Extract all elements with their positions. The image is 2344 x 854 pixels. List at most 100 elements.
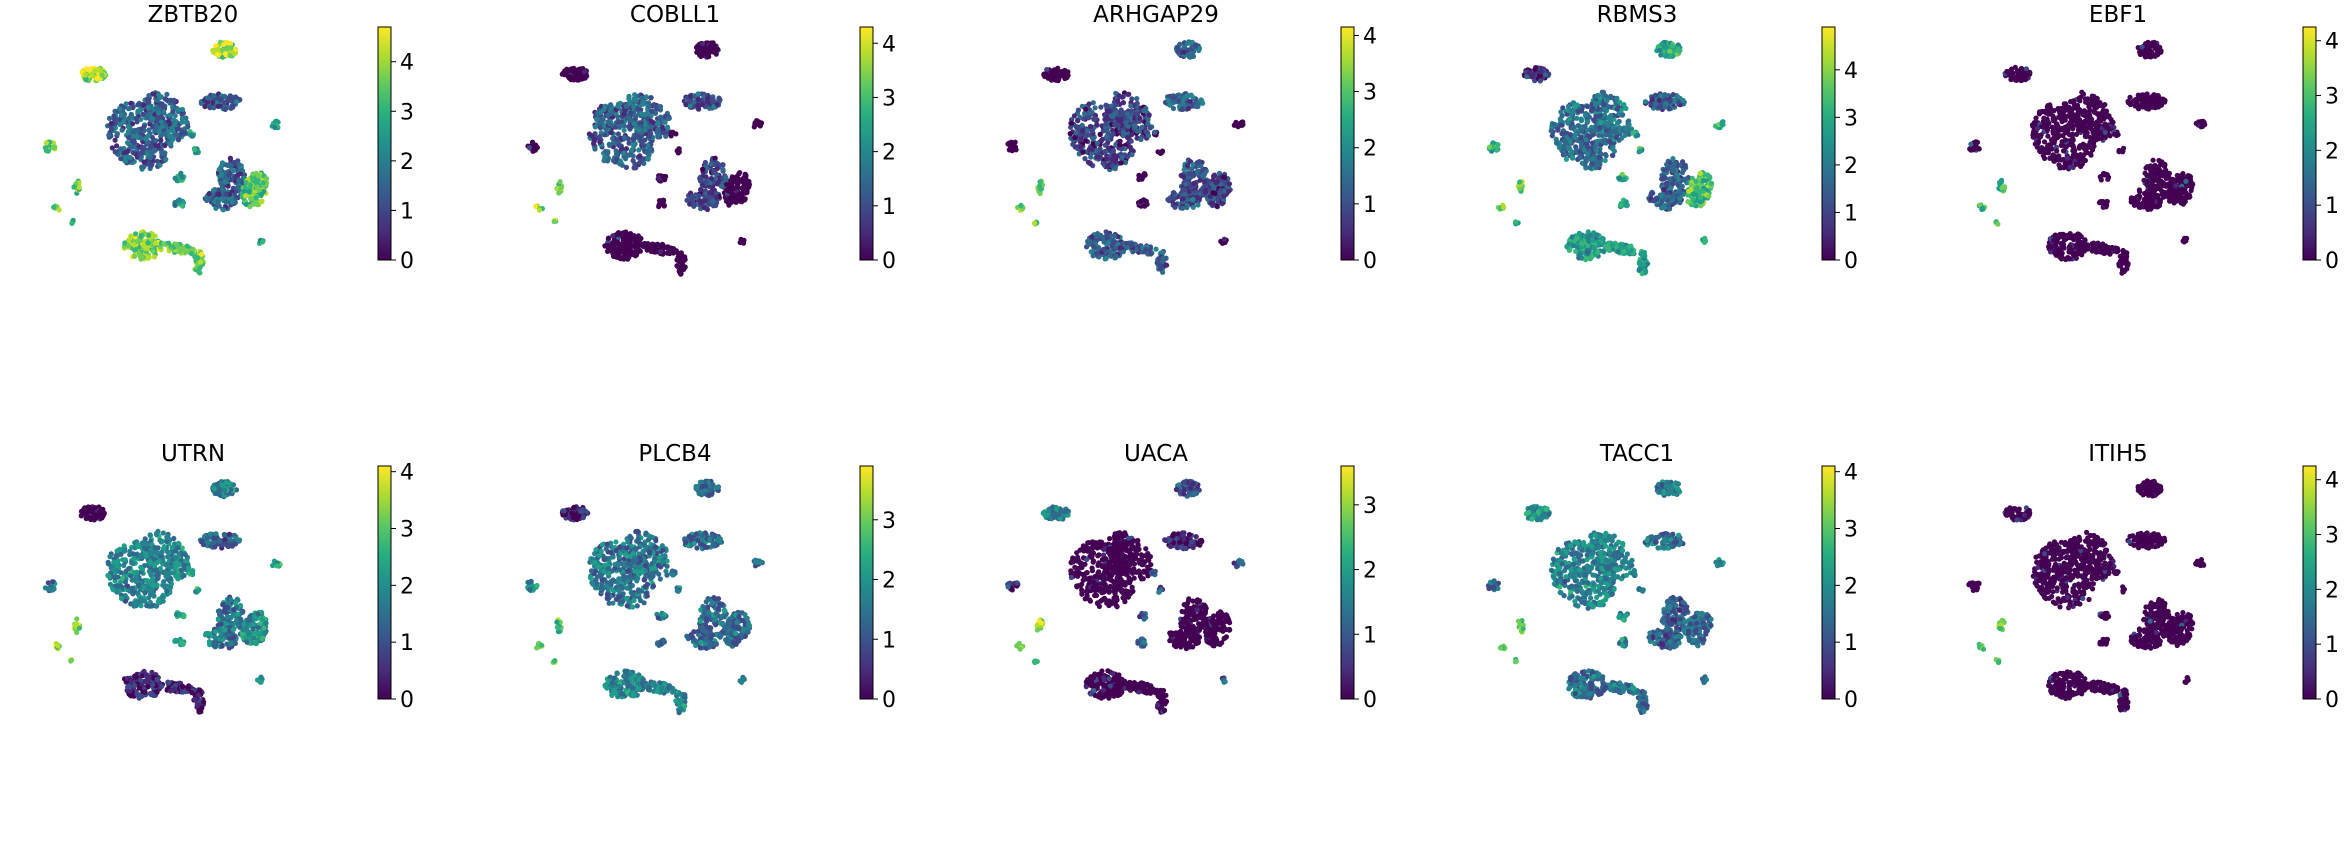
cell-point bbox=[641, 143, 647, 149]
cell-point bbox=[1213, 179, 1219, 185]
cell-point bbox=[619, 119, 625, 125]
cell-point bbox=[1669, 43, 1675, 49]
cell-point bbox=[706, 194, 712, 200]
cell-point bbox=[145, 104, 151, 110]
cell-point bbox=[1179, 205, 1186, 211]
cell-point bbox=[132, 127, 138, 133]
colorbar bbox=[859, 26, 874, 261]
cell-point bbox=[1111, 106, 1117, 112]
cell-point bbox=[1649, 97, 1655, 103]
cell-point bbox=[630, 153, 636, 159]
cell-point bbox=[171, 98, 177, 104]
cell-point bbox=[1604, 121, 1610, 127]
cell-point bbox=[51, 204, 57, 210]
cell-point bbox=[127, 155, 133, 161]
cell-point bbox=[1194, 168, 1200, 175]
cell-point bbox=[1178, 106, 1185, 112]
cell-point bbox=[1598, 119, 1604, 125]
cell-point bbox=[656, 204, 662, 210]
cell-point bbox=[89, 73, 95, 79]
cell-point bbox=[1565, 103, 1571, 109]
cell-point bbox=[161, 150, 167, 156]
cell-point bbox=[1181, 174, 1187, 180]
cell-point bbox=[197, 259, 204, 265]
cell-point bbox=[214, 51, 220, 57]
cell-point bbox=[628, 117, 634, 123]
cell-point bbox=[660, 130, 666, 136]
cell-point bbox=[126, 123, 132, 129]
cell-point bbox=[138, 135, 144, 141]
cell-point bbox=[1569, 125, 1575, 131]
cell-point bbox=[742, 171, 748, 177]
cell-point bbox=[626, 254, 632, 260]
cell-point bbox=[1662, 104, 1668, 110]
cell-point bbox=[1568, 112, 1574, 118]
cell-point bbox=[1585, 151, 1591, 157]
cell-point bbox=[1094, 122, 1100, 128]
cell-point bbox=[172, 202, 178, 208]
cell-point bbox=[621, 127, 627, 133]
cell-point bbox=[1189, 166, 1195, 172]
cell-point bbox=[1053, 68, 1059, 74]
cell-point bbox=[1070, 141, 1076, 147]
cell-point bbox=[129, 138, 135, 144]
cell-point bbox=[1698, 194, 1704, 200]
cell-point bbox=[1097, 131, 1103, 137]
cell-point bbox=[1664, 93, 1670, 99]
cell-point bbox=[150, 248, 156, 254]
cell-point bbox=[1594, 148, 1600, 154]
cell-point bbox=[195, 255, 201, 261]
cell-point bbox=[216, 167, 222, 173]
cell-point bbox=[180, 129, 186, 135]
cell-point bbox=[1549, 133, 1555, 139]
colorbar-tick-label: 2 bbox=[882, 141, 896, 166]
cell-point bbox=[130, 104, 136, 110]
cell-point bbox=[726, 202, 732, 208]
cell-point bbox=[1083, 138, 1089, 144]
cell-point bbox=[43, 140, 50, 146]
cell-point bbox=[710, 169, 717, 175]
cell-point bbox=[184, 243, 190, 249]
cell-point bbox=[1143, 129, 1149, 135]
cell-point bbox=[1171, 95, 1177, 101]
cell-point bbox=[696, 193, 702, 199]
colorbar-tick-label: 0 bbox=[400, 249, 414, 274]
cell-point bbox=[681, 255, 688, 261]
cell-point bbox=[131, 253, 138, 259]
cell-point bbox=[1131, 123, 1137, 129]
cell-point bbox=[1100, 160, 1106, 166]
cell-point bbox=[154, 97, 160, 103]
cell-point bbox=[577, 66, 583, 72]
cell-point bbox=[152, 142, 158, 148]
cell-point bbox=[1129, 152, 1135, 158]
cell-point bbox=[712, 155, 718, 161]
cell-point bbox=[1112, 233, 1118, 239]
colorbar-tick-label: 3 bbox=[882, 86, 896, 111]
cell-point bbox=[631, 165, 637, 171]
cell-point bbox=[1048, 76, 1054, 82]
cell-point bbox=[246, 189, 252, 195]
cell-point bbox=[141, 159, 147, 165]
cell-point bbox=[1555, 126, 1561, 132]
cell-point bbox=[1172, 204, 1178, 210]
cell-point bbox=[1215, 197, 1221, 203]
cell-point bbox=[220, 207, 226, 213]
cell-point bbox=[272, 124, 278, 131]
cell-point bbox=[260, 180, 266, 186]
cell-point bbox=[1104, 133, 1110, 139]
cell-point bbox=[1145, 121, 1151, 127]
cell-point bbox=[1667, 98, 1673, 104]
cell-point bbox=[1184, 204, 1190, 211]
cell-point bbox=[696, 106, 702, 112]
cell-point bbox=[1593, 114, 1599, 120]
cell-point bbox=[112, 137, 118, 143]
cell-point bbox=[1011, 142, 1017, 148]
cell-point bbox=[1550, 121, 1556, 127]
cell-point bbox=[655, 120, 661, 127]
cell-point bbox=[218, 171, 224, 177]
cell-point bbox=[610, 233, 616, 239]
cell-point bbox=[1674, 172, 1680, 178]
cell-point bbox=[215, 199, 221, 205]
